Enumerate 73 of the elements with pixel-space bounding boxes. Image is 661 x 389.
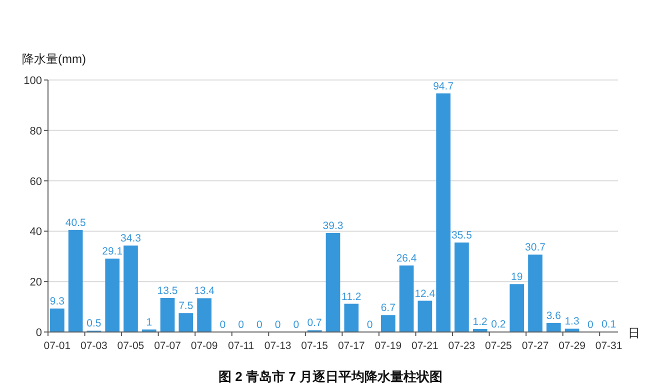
- data-label: 13.4: [194, 285, 215, 298]
- data-label: 0.5: [86, 318, 102, 330]
- bar: [344, 304, 359, 332]
- data-label: 0.2: [491, 318, 506, 330]
- bar: [326, 232, 340, 332]
- data-label: 13.5: [157, 284, 178, 297]
- data-label: 0: [293, 319, 300, 331]
- data-label: 1.3: [564, 316, 580, 328]
- y-axis-title: 降水量(mm): [22, 52, 86, 66]
- x-tick-label: 07-05: [117, 340, 144, 352]
- x-tick-label: 07-23: [448, 340, 476, 352]
- data-label: 11.2: [342, 290, 362, 303]
- x-tick-label: 07-11: [228, 340, 254, 352]
- x-tick-label: 07-09: [190, 340, 218, 352]
- data-label: 30.7: [525, 242, 546, 254]
- data-label: 40.5: [65, 216, 86, 229]
- bar: [510, 284, 524, 332]
- data-label: 39.3: [322, 220, 344, 232]
- bar: [380, 315, 396, 332]
- x-axis-title: 日: [628, 326, 640, 340]
- data-label: 12.4: [414, 288, 436, 300]
- bar: [528, 254, 542, 332]
- data-label: 6.7: [380, 302, 396, 314]
- data-label: 0: [238, 319, 244, 331]
- x-tick-label: 07-01: [44, 340, 71, 352]
- bar: [546, 322, 561, 332]
- data-label: 0.1: [602, 318, 616, 331]
- data-label: 7.5: [178, 300, 194, 312]
- bar: [178, 313, 194, 332]
- bar: [105, 258, 120, 332]
- data-label: 1.2: [472, 316, 488, 328]
- data-label: 0: [220, 319, 226, 331]
- bar: [436, 93, 450, 332]
- data-label: 0: [366, 319, 373, 331]
- text: 图 2 青岛市 7 月逐日平均降水量柱状图: [218, 369, 442, 384]
- x-tick-label: 07-13: [264, 340, 292, 352]
- y-tick-label: 100: [24, 75, 42, 87]
- y-tick-label: 40: [30, 226, 42, 238]
- data-label: 19: [511, 271, 523, 284]
- bar: [124, 246, 138, 332]
- x-tick-label: 07-19: [374, 340, 402, 352]
- bar: [197, 298, 212, 332]
- x-tick-label: 07-15: [301, 340, 328, 352]
- bar: [454, 242, 469, 332]
- data-label: 0: [274, 319, 281, 331]
- data-label: 3.6: [546, 310, 562, 322]
- bar: [399, 265, 414, 332]
- x-tick-label: 07-27: [522, 340, 549, 352]
- data-label: 35.5: [451, 230, 472, 242]
- data-label: 34.3: [120, 232, 142, 245]
- bar: [418, 300, 432, 332]
- x-tick-label: 07-07: [154, 340, 182, 352]
- bar: [50, 308, 64, 332]
- data-label: 9.3: [50, 296, 65, 308]
- bar: [68, 230, 83, 332]
- y-tick-label: 0: [36, 327, 42, 339]
- x-tick-label: 07-17: [338, 340, 365, 352]
- y-tick-label: 60: [30, 176, 42, 188]
- y-tick-label: 20: [30, 276, 42, 289]
- data-label: 0.7: [307, 317, 322, 330]
- data-label: 94.7: [433, 80, 454, 92]
- data-label: 29.1: [102, 246, 123, 258]
- data-label: 1: [146, 316, 152, 328]
- x-tick-label: 07-25: [485, 340, 512, 352]
- data-label: 26.4: [396, 252, 417, 264]
- x-tick-label: 07-29: [558, 340, 586, 352]
- data-label: 0: [587, 319, 594, 331]
- y-tick-label: 80: [30, 125, 42, 138]
- bar: [160, 298, 175, 332]
- x-tick-label: 07-21: [412, 340, 439, 352]
- data-label: 0: [256, 319, 263, 331]
- x-tick-label: 07-03: [80, 340, 108, 352]
- x-tick-label: 07-31: [595, 340, 622, 352]
